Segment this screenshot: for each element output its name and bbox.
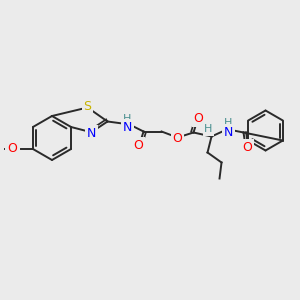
Text: H: H [123,115,132,124]
Text: N: N [123,121,132,134]
Text: O: O [172,132,182,145]
Text: O: O [243,141,253,154]
Text: O: O [194,112,203,125]
Text: N: N [224,126,233,139]
Text: S: S [83,100,92,113]
Text: O: O [7,142,17,155]
Text: O: O [134,139,143,152]
Text: H: H [204,124,213,134]
Text: N: N [87,127,96,140]
Text: H: H [224,118,233,128]
